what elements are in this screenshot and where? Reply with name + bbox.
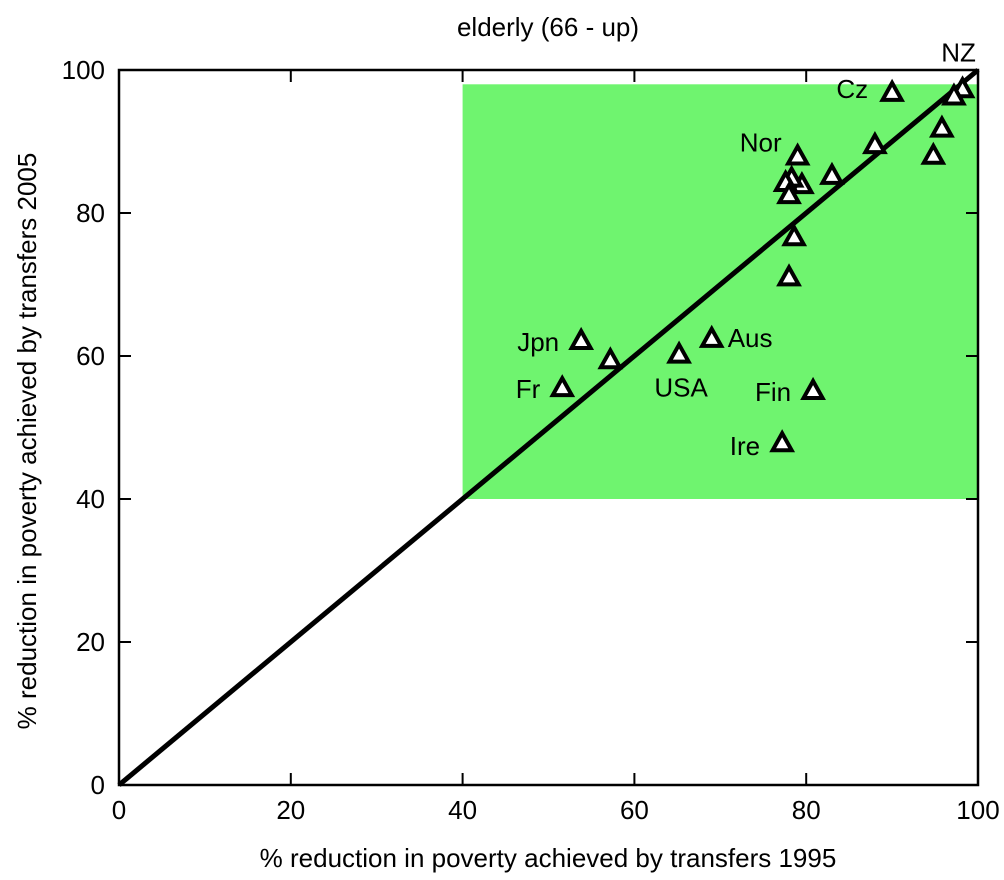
x-tick-label: 60	[620, 795, 649, 825]
y-axis-title: % reduction in poverty achieved by trans…	[12, 153, 42, 730]
x-tick-label: 0	[112, 795, 126, 825]
chart-title: elderly (66 - up)	[457, 12, 639, 42]
x-tick-label: 100	[956, 795, 999, 825]
point-label: Fr	[516, 374, 541, 404]
x-tick-label: 40	[448, 795, 477, 825]
x-axis-title: % reduction in poverty achieved by trans…	[260, 843, 837, 873]
y-tick-label: 80	[76, 198, 105, 228]
point-label: Fin	[755, 377, 791, 407]
y-tick-label: 40	[76, 484, 105, 514]
point-label: NZ	[941, 37, 976, 67]
y-tick-label: 0	[91, 770, 105, 800]
x-tick-label: 20	[276, 795, 305, 825]
point-label: Aus	[728, 323, 773, 353]
y-tick-label: 100	[62, 55, 105, 85]
y-tick-label: 20	[76, 627, 105, 657]
point-label: Jpn	[517, 327, 559, 357]
point-label: USA	[654, 373, 708, 403]
x-tick-label: 80	[792, 795, 821, 825]
point-label: Nor	[740, 128, 782, 158]
y-tick-label: 60	[76, 341, 105, 371]
point-label: Cz	[836, 74, 868, 104]
point-label: Ire	[730, 431, 760, 461]
